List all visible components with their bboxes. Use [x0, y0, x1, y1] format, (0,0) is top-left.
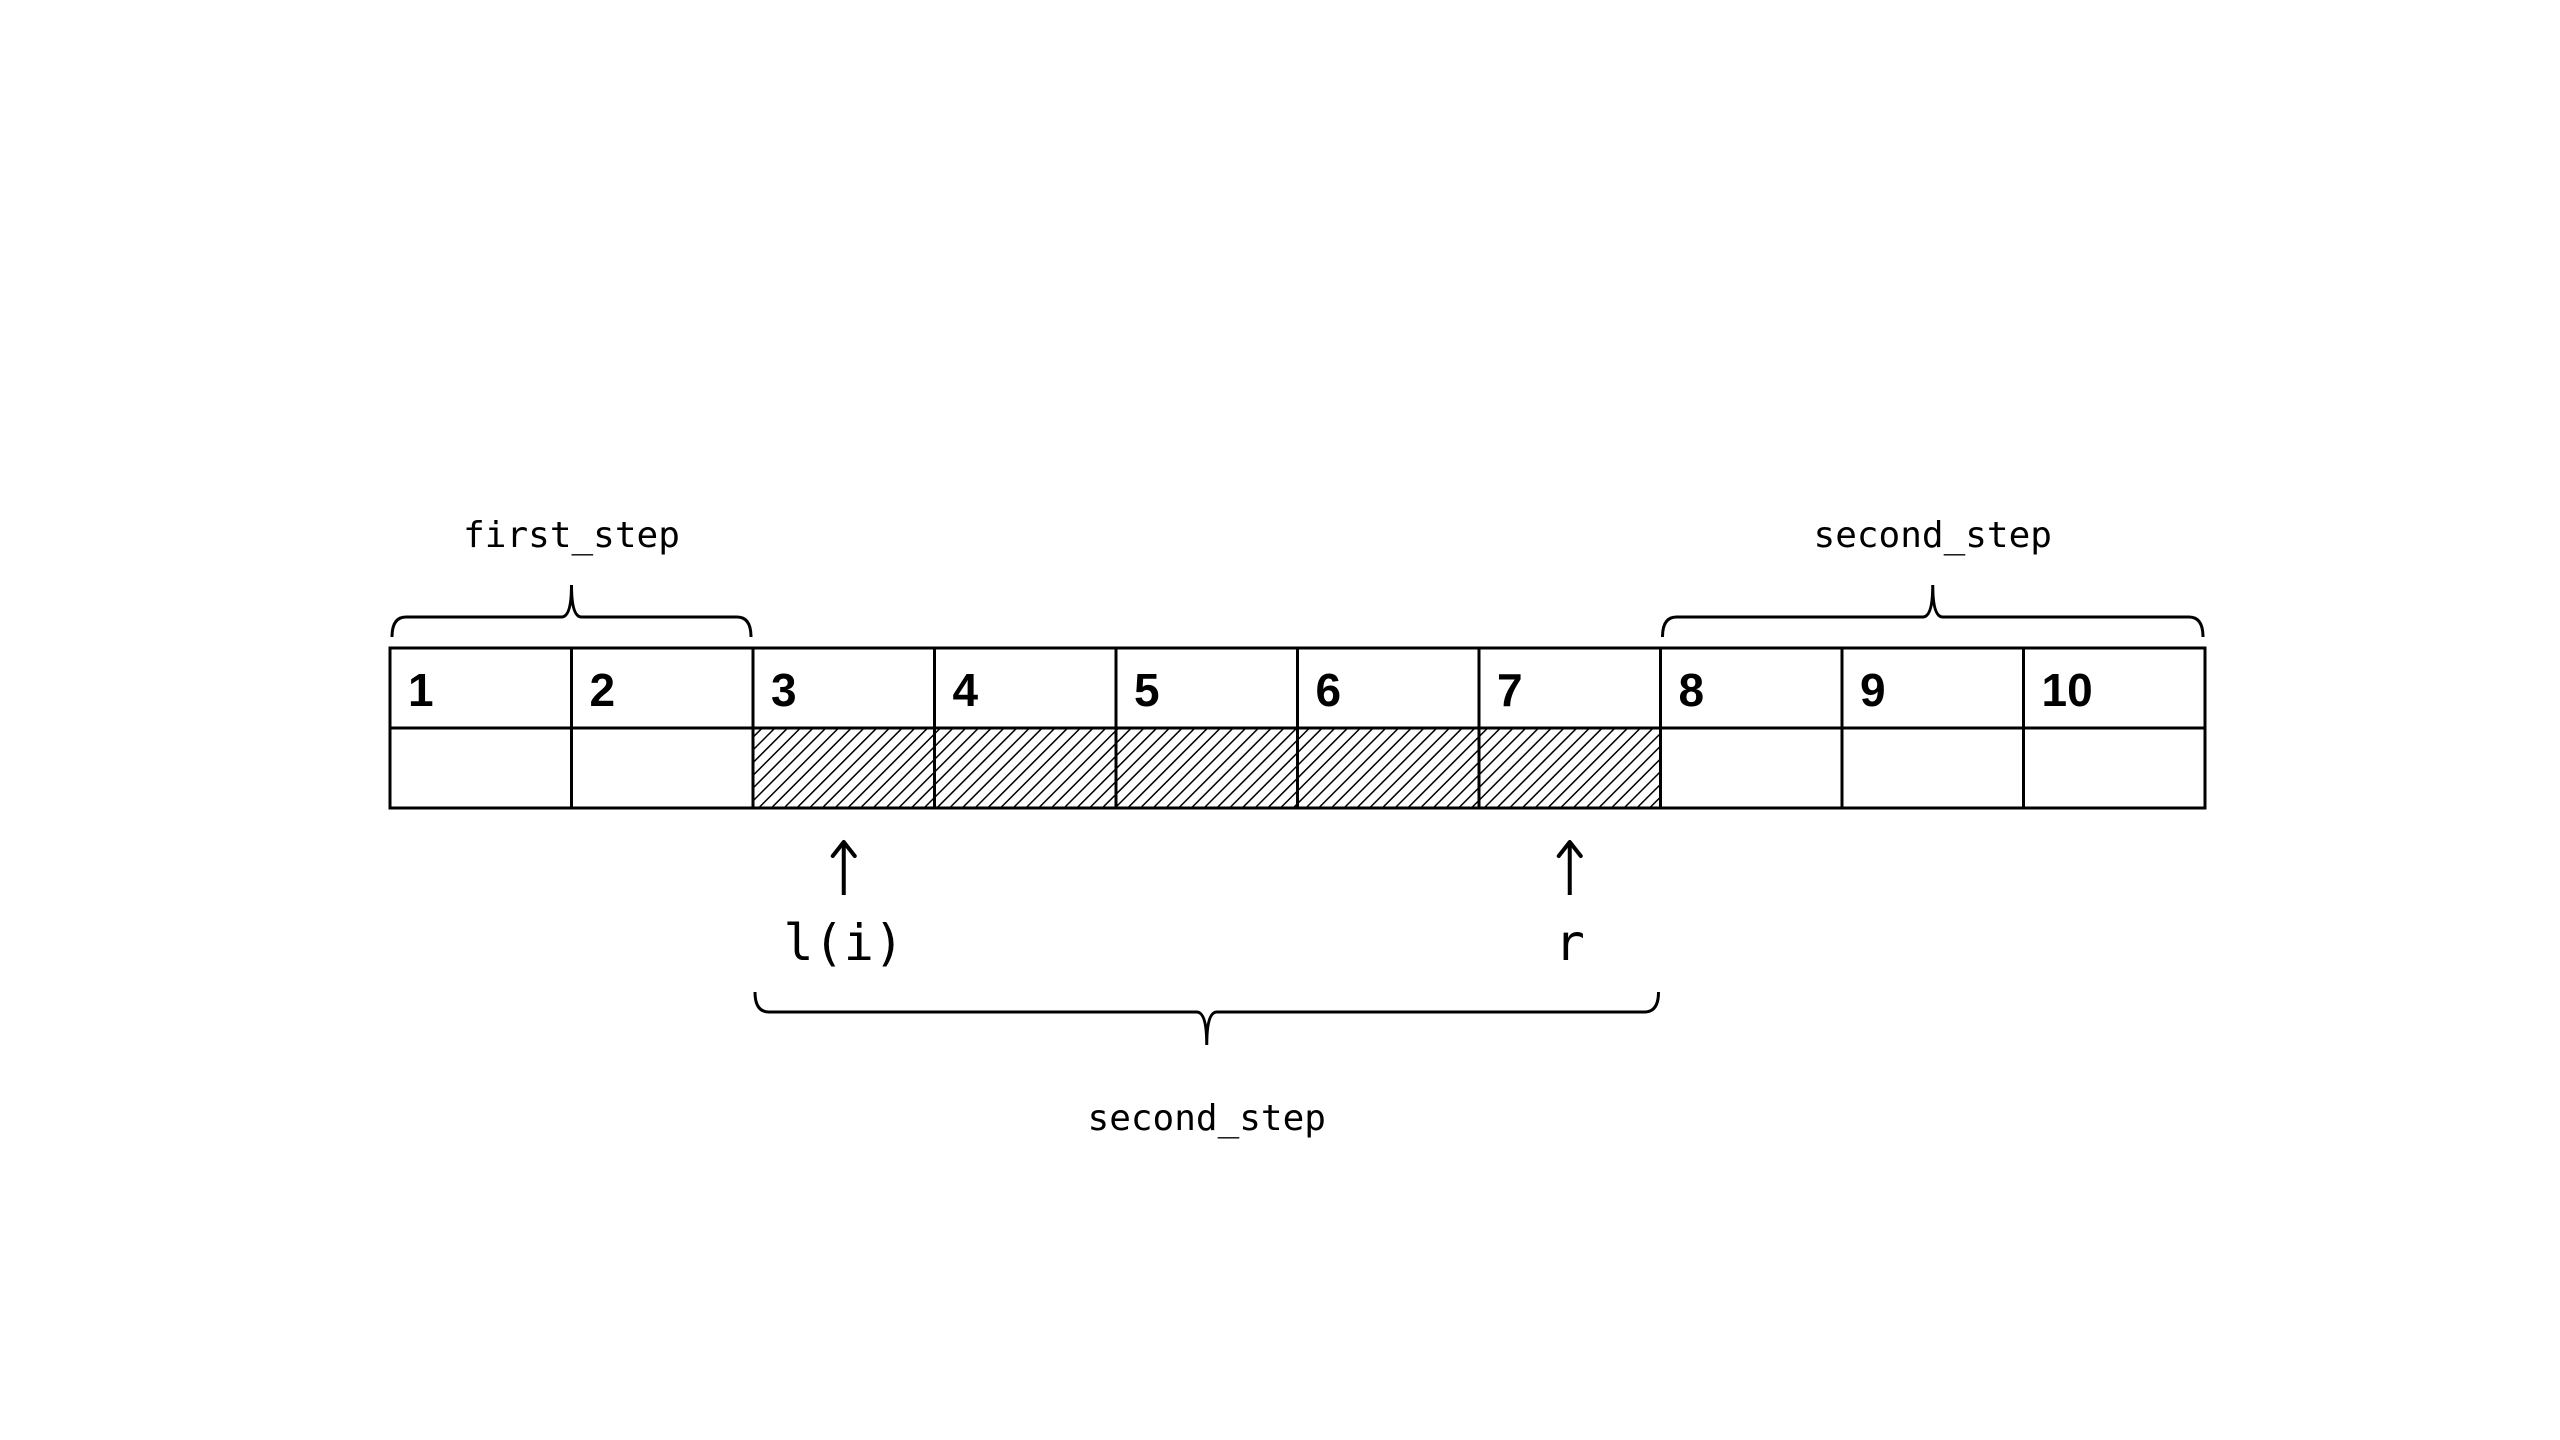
brace-annotations: first_step second_step second_step: [390, 515, 2205, 1139]
pointer-label-0: l(i): [784, 914, 904, 972]
pointer-0-arrow-icon: [830, 840, 857, 895]
shaded-cell-4: [934, 728, 1116, 808]
brace-label-2: second_step: [1088, 1098, 1326, 1139]
cell-number-10: 10: [2042, 664, 2093, 716]
cell-number-3: 3: [771, 664, 797, 716]
shaded-cell-6: [1297, 728, 1479, 808]
cell-number-1: 1: [408, 664, 434, 716]
cell-number-7: 7: [1497, 664, 1523, 716]
cell-number-2: 2: [590, 664, 616, 716]
shaded-cell-3: [753, 728, 935, 808]
pointer-annotations: l(i) r: [784, 840, 1585, 972]
arrow-head: [830, 840, 857, 858]
shaded-cell-5: [1116, 728, 1298, 808]
brace-bottom-2: [753, 991, 1660, 1046]
pointer-label-1: r: [1555, 914, 1585, 972]
cell-number-8: 8: [1679, 664, 1705, 716]
array-cells: 1 2 3 4 5 6 7 8 9 10: [388, 646, 2207, 810]
brace-label-1: second_step: [1814, 515, 2052, 556]
brace-top-1: [1661, 584, 2205, 638]
brace-label-0: first_step: [463, 515, 680, 556]
shaded-cell-7: [1479, 728, 1661, 808]
cell-number-4: 4: [953, 664, 979, 716]
cell-number-9: 9: [1860, 664, 1886, 716]
pointer-1-arrow-icon: [1556, 840, 1583, 895]
arrow-head: [1556, 840, 1583, 858]
cell-number-6: 6: [1316, 664, 1342, 716]
cell-number-5: 5: [1134, 664, 1160, 716]
brace-top-0: [390, 584, 753, 638]
